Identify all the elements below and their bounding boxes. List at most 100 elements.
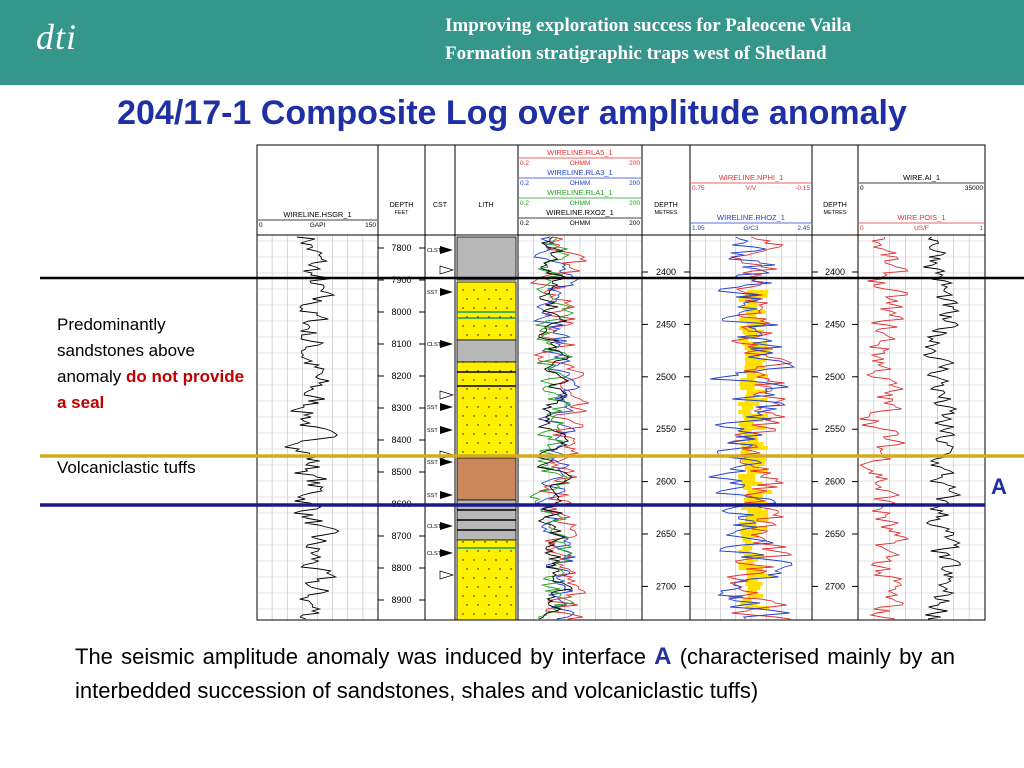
porosity-fill [738, 474, 756, 478]
curve-name: WIRE.AI_1 [903, 173, 940, 182]
lith-dot [488, 586, 490, 588]
lith-dot [510, 370, 512, 372]
lith-dot [466, 298, 468, 300]
lith-dot [495, 325, 497, 327]
curve-name: WIRE.POIS_1 [898, 213, 946, 222]
lith-dot [466, 334, 468, 336]
lith-dot [473, 397, 475, 399]
porosity-fill [741, 482, 763, 486]
lith-dot [499, 550, 501, 552]
lith-dot [484, 325, 486, 327]
lith-dot [484, 289, 486, 291]
curve-name: WIRELINE.RLA5_1 [547, 148, 612, 157]
curve-unit: GAPI [310, 222, 326, 229]
lith-dot [495, 397, 497, 399]
track-frame [377, 144, 426, 621]
lith-dot [477, 370, 479, 372]
lith-dot [462, 325, 464, 327]
lith-dot [506, 325, 508, 327]
log-curve [708, 236, 796, 620]
lith-dot [499, 316, 501, 318]
lith-dot [466, 550, 468, 552]
curve-min: 0.2 [520, 200, 529, 207]
caption-text: The seismic amplitude anomaly was induce… [75, 644, 646, 669]
caption-interface: A [654, 643, 672, 670]
lith-dot [506, 541, 508, 543]
curve-min: 0.2 [520, 220, 529, 227]
tuff-note: Volcaniclastic tuffs [57, 458, 196, 477]
lith-dot [488, 298, 490, 300]
curve-min: 1.95 [692, 225, 705, 232]
cst-marker [440, 340, 453, 348]
lith-bed [456, 361, 517, 457]
caption-text: (characterised mainly by an interbedded … [75, 644, 955, 703]
lith-dot [484, 433, 486, 435]
porosity-fill [738, 402, 760, 406]
porosity-fill [742, 406, 754, 410]
cst-label: CLST [427, 342, 442, 348]
lith-dot [488, 406, 490, 408]
lith-dot [462, 613, 464, 615]
lith-dot [484, 451, 486, 453]
lith-bed [456, 457, 517, 501]
curve-unit: OHMM [570, 200, 591, 207]
depth-tick-label: 2500 [656, 372, 676, 382]
track-frame [424, 144, 456, 621]
lith-dot [506, 397, 508, 399]
lith-dot [473, 451, 475, 453]
porosity-fill [739, 382, 763, 386]
porosity-fill [746, 390, 768, 394]
cst-marker [439, 570, 455, 580]
header-band [0, 0, 1024, 85]
lith-dot [462, 577, 464, 579]
porosity-fill [742, 342, 768, 346]
header-title-line: Improving exploration success for Paleoc… [445, 15, 852, 36]
lith-dot [462, 361, 464, 363]
curve-unit: OHMM [570, 220, 591, 227]
depth-label: DEPTH [654, 202, 678, 209]
lith-dot [484, 559, 486, 561]
log-curve [528, 236, 576, 620]
depth-label: DEPTH [823, 202, 847, 209]
caption: The seismic amplitude anomaly was induce… [75, 640, 955, 708]
note-text: Predominantly sandstones above anomaly [57, 315, 195, 386]
lith-dot [495, 379, 497, 381]
depth-tick-label: 2550 [656, 424, 676, 434]
porosity-fill [746, 558, 759, 562]
cst-label: SST [427, 460, 438, 466]
porosity-fill [738, 338, 749, 342]
lith-dot [477, 442, 479, 444]
note-emphasis: do not provide a seal [57, 367, 245, 412]
lith-dot [499, 586, 501, 588]
curve-max: 200 [629, 180, 640, 187]
lith-dot [477, 388, 479, 390]
lith-bed [456, 281, 517, 341]
track-label: LITH [478, 202, 493, 209]
lith-dot [495, 541, 497, 543]
porosity-fill [747, 574, 773, 578]
curve-unit: OHMM [570, 180, 591, 187]
log-curve [859, 236, 910, 620]
curve-max: 1 [979, 225, 983, 232]
lith-dot [477, 406, 479, 408]
lith-dot [495, 595, 497, 597]
curve-max: 2.45 [797, 225, 810, 232]
porosity-fill [739, 530, 761, 534]
cst-label: CLST [427, 524, 442, 530]
depth-tick-label: 2450 [656, 319, 676, 329]
lith-dot [506, 361, 508, 363]
porosity-fill [744, 358, 767, 362]
lith-dot [477, 424, 479, 426]
lith-dot [462, 307, 464, 309]
curve-max: 200 [629, 160, 640, 167]
lith-dot [510, 388, 512, 390]
depth-tick-label: 2550 [825, 424, 845, 434]
porosity-fill [747, 490, 772, 494]
slide-title: 204/17-1 Composite Log over amplitude an… [117, 94, 907, 132]
cst-marker [440, 491, 453, 499]
curve-unit: V/V [746, 185, 757, 192]
logo: dti [36, 17, 78, 57]
porosity-fill [746, 302, 758, 306]
lith-dot [510, 424, 512, 426]
